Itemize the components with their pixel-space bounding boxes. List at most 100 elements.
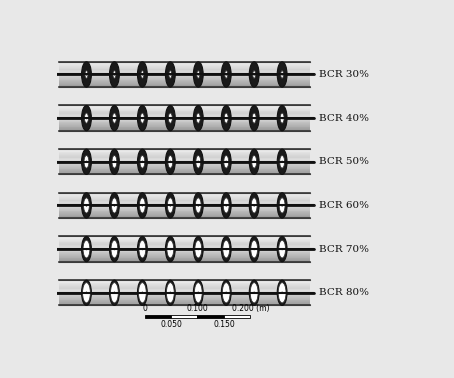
Ellipse shape — [253, 291, 255, 294]
Ellipse shape — [281, 248, 283, 250]
Ellipse shape — [277, 237, 287, 262]
Bar — [59, 157, 310, 158]
Bar — [59, 162, 310, 163]
Ellipse shape — [168, 113, 172, 123]
Ellipse shape — [112, 155, 117, 168]
Ellipse shape — [82, 280, 91, 305]
Bar — [59, 129, 310, 130]
Ellipse shape — [222, 149, 231, 174]
Ellipse shape — [82, 193, 91, 218]
Bar — [59, 236, 310, 237]
Bar — [59, 77, 310, 79]
Bar — [59, 249, 310, 251]
Bar — [59, 156, 310, 157]
Bar — [59, 256, 310, 257]
Bar — [59, 304, 310, 305]
Bar — [59, 160, 310, 161]
Bar — [59, 287, 310, 288]
Bar — [59, 68, 310, 70]
Bar — [59, 123, 310, 124]
Bar — [59, 303, 310, 304]
Text: 0.150: 0.150 — [213, 320, 235, 329]
Bar — [59, 214, 310, 215]
Ellipse shape — [142, 248, 143, 250]
Bar — [145, 314, 171, 318]
Bar — [59, 62, 310, 63]
Bar — [59, 240, 310, 241]
Bar — [59, 167, 310, 168]
Bar — [59, 256, 310, 257]
Bar — [59, 298, 310, 299]
Bar — [59, 210, 310, 211]
Ellipse shape — [138, 280, 147, 305]
Ellipse shape — [222, 237, 231, 262]
Bar — [59, 128, 310, 129]
Ellipse shape — [142, 204, 143, 207]
Bar — [59, 248, 310, 249]
Bar — [59, 154, 310, 155]
Bar — [59, 166, 310, 167]
Ellipse shape — [249, 237, 259, 262]
Ellipse shape — [193, 62, 203, 87]
Bar — [59, 163, 310, 164]
Bar — [59, 105, 310, 106]
Bar — [59, 195, 310, 196]
Ellipse shape — [222, 283, 230, 303]
Ellipse shape — [195, 240, 202, 258]
Bar — [59, 120, 310, 121]
Ellipse shape — [281, 161, 283, 163]
Ellipse shape — [193, 105, 203, 131]
Ellipse shape — [253, 204, 255, 207]
Ellipse shape — [84, 198, 89, 213]
Bar — [59, 70, 310, 71]
Bar — [59, 217, 310, 218]
Ellipse shape — [197, 204, 199, 207]
Bar — [59, 119, 310, 121]
Bar — [59, 168, 310, 169]
Bar — [59, 69, 310, 70]
Bar — [59, 288, 310, 290]
Bar — [59, 280, 310, 281]
Bar — [59, 111, 310, 112]
Ellipse shape — [225, 71, 228, 78]
Bar — [59, 149, 310, 150]
Ellipse shape — [138, 62, 147, 87]
Bar — [59, 294, 310, 295]
Ellipse shape — [169, 117, 171, 119]
Bar — [59, 63, 310, 64]
Bar — [59, 286, 310, 287]
Ellipse shape — [139, 240, 146, 258]
Ellipse shape — [225, 248, 227, 250]
Bar — [59, 118, 310, 119]
Bar — [59, 215, 310, 217]
Ellipse shape — [224, 113, 228, 123]
Bar — [59, 297, 310, 299]
Bar — [59, 209, 310, 210]
Bar — [59, 293, 310, 294]
Text: BCR 70%: BCR 70% — [319, 245, 369, 254]
Bar — [59, 192, 310, 194]
Ellipse shape — [82, 62, 91, 87]
Bar — [59, 297, 310, 298]
Ellipse shape — [253, 161, 255, 163]
Ellipse shape — [196, 113, 200, 123]
Text: BCR 50%: BCR 50% — [319, 157, 369, 166]
Ellipse shape — [82, 149, 91, 174]
Ellipse shape — [195, 198, 201, 213]
Ellipse shape — [169, 204, 171, 207]
Ellipse shape — [225, 73, 227, 76]
Bar — [59, 238, 310, 239]
Bar — [59, 155, 310, 156]
Bar — [59, 301, 310, 302]
Ellipse shape — [277, 105, 287, 131]
Bar — [59, 237, 310, 238]
Ellipse shape — [277, 280, 287, 305]
Ellipse shape — [222, 280, 231, 305]
Bar — [59, 201, 310, 202]
Bar — [59, 159, 310, 160]
Bar — [59, 251, 310, 253]
Ellipse shape — [169, 73, 171, 76]
Ellipse shape — [140, 155, 145, 168]
Bar — [59, 173, 310, 174]
Ellipse shape — [113, 113, 116, 123]
